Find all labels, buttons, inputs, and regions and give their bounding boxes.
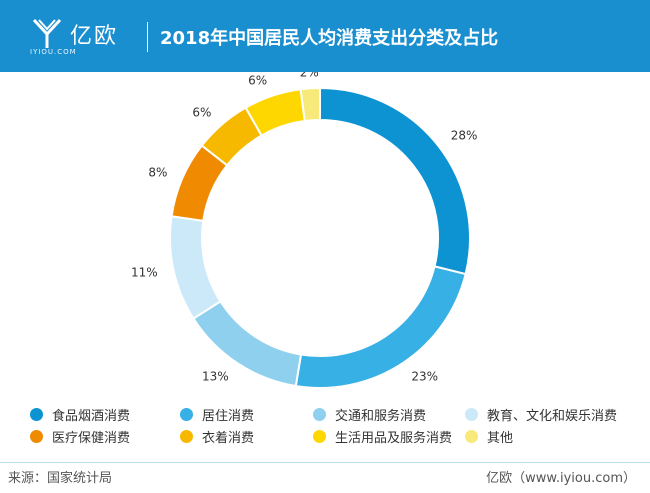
header-bar: 亿欧 IYIOU.COM 2018年中国居民人均消费支出分类及占比: [0, 0, 650, 72]
legend-label: 医疗保健消费: [52, 431, 131, 446]
legend-label: 衣着消费: [202, 431, 255, 446]
slice-value-label: 6%: [192, 105, 211, 119]
donut-slice: [319, 86, 471, 276]
brand-logo-subtext: IYIOU.COM: [30, 48, 77, 56]
legend-swatch: [180, 430, 193, 443]
legend-swatch: [465, 430, 478, 443]
legend-label: 居住消费: [202, 409, 255, 424]
legend-label: 交通和服务消费: [335, 409, 427, 424]
donut-slice: [294, 265, 467, 389]
header-divider: [147, 22, 148, 52]
brand-logo-icon: [32, 18, 62, 48]
brand-logo-text: 亿欧: [70, 24, 119, 49]
legend-swatch: [313, 430, 326, 443]
donut-slice: [169, 215, 222, 320]
slice-value-label: 8%: [148, 166, 167, 180]
legend-label: 教育、文化和娱乐消费: [487, 409, 618, 424]
legend-swatch: [465, 408, 478, 421]
slice-value-label: 6%: [248, 74, 267, 88]
source-note: 来源：国家统计局: [8, 471, 113, 486]
legend-swatch: [180, 408, 193, 421]
brand-logo[interactable]: 亿欧 IYIOU.COM: [30, 12, 140, 62]
legend-label: 生活用品及服务消费: [335, 431, 453, 446]
slice-value-label: 2%: [300, 72, 319, 79]
legend-label: 食品烟酒消费: [52, 409, 131, 424]
chart-legend: 食品烟酒消费 居住消费 交通和服务消费 教育、文化和娱乐消费医疗保健消费 衣着消费 生活用…: [30, 405, 640, 449]
donut-chart: 28% 23% 13% 11% 8% 6% 6% 2%: [131, 72, 478, 389]
slice-value-label: 13%: [202, 370, 229, 384]
slice-value-label: 28%: [451, 129, 478, 143]
chart-title: 2018年中国居民人均消费支出分类及占比: [160, 28, 499, 49]
slice-value-label: 11%: [131, 266, 158, 280]
legend-swatch: [30, 408, 43, 421]
slice-value-label: 23%: [411, 370, 438, 384]
legend-swatch: [30, 430, 43, 443]
donut-slice: [299, 86, 321, 123]
site-credit[interactable]: 亿欧（www.iyiou.com）: [486, 471, 636, 486]
footer-divider: [0, 462, 650, 463]
legend-swatch: [313, 408, 326, 421]
legend-label: 其他: [487, 431, 514, 446]
